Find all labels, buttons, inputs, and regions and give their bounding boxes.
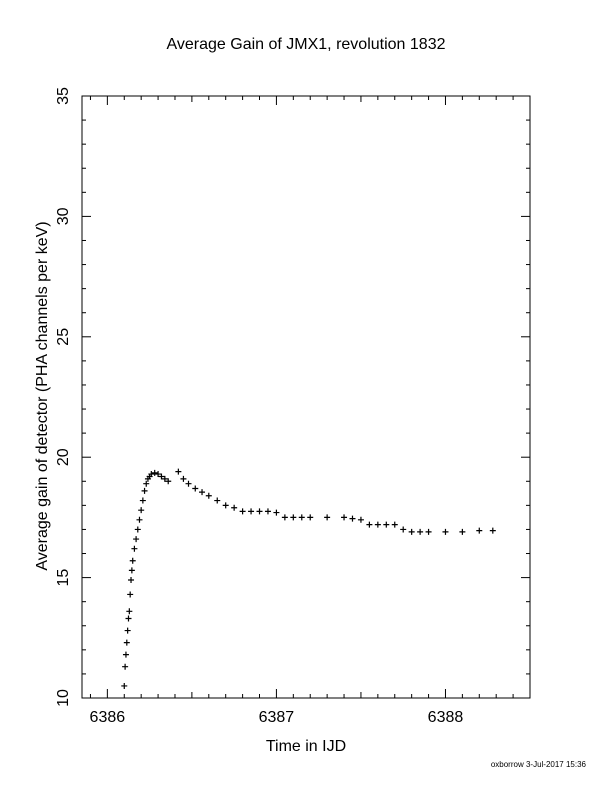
y-axis-label: Average gain of detector (PHA channels p… (34, 221, 51, 571)
data-point (127, 591, 134, 598)
data-point (307, 514, 314, 521)
data-point (442, 528, 449, 535)
footer-stamp: oxborrow 3-Jul-2017 15:36 (490, 760, 586, 769)
data-point (400, 526, 407, 533)
data-point (383, 521, 390, 528)
y-tick-label: 25 (55, 328, 72, 346)
data-point (205, 492, 212, 499)
data-point (138, 507, 145, 514)
data-point (121, 682, 128, 689)
data-point (136, 516, 143, 523)
data-point (248, 508, 255, 515)
chart-title: Average Gain of JMX1, revolution 1832 (166, 36, 446, 53)
y-tick-label: 35 (55, 87, 72, 105)
y-tick-label: 30 (55, 207, 72, 225)
data-point (192, 485, 199, 492)
data-point (214, 497, 221, 504)
x-tick-label: 6386 (90, 709, 126, 726)
data-point (165, 478, 172, 485)
data-point (408, 528, 415, 535)
data-point (126, 608, 133, 615)
y-tick-label: 20 (55, 448, 72, 466)
data-point (222, 502, 229, 509)
data-point (133, 536, 140, 543)
data-point (148, 471, 155, 478)
data-point (180, 475, 187, 482)
data-point (139, 497, 146, 504)
data-point (141, 487, 148, 494)
data-point (199, 489, 206, 496)
data-point (264, 508, 271, 515)
data-point (122, 663, 129, 670)
data-point (417, 528, 424, 535)
data-point (131, 545, 138, 552)
data-point (175, 468, 182, 475)
x-axis-label: Time in IJD (265, 738, 347, 755)
data-point (128, 567, 135, 574)
y-tick-label: 15 (55, 569, 72, 587)
y-tick-label: 10 (55, 689, 72, 707)
plot-frame (81, 95, 531, 699)
data-point (124, 627, 131, 634)
data-point (128, 577, 135, 584)
data-point (341, 514, 348, 521)
data-point (143, 480, 150, 487)
data-point (366, 521, 373, 528)
data-point (158, 473, 165, 480)
data-point (290, 514, 297, 521)
data-point (489, 527, 496, 534)
data-point (151, 469, 158, 476)
data-point (357, 516, 364, 523)
data-point (425, 528, 432, 535)
data-point (129, 557, 136, 564)
data-point (324, 514, 331, 521)
data-point (155, 471, 162, 478)
data-point (161, 475, 168, 482)
x-tick-label: 6388 (428, 709, 464, 726)
data-point (391, 521, 398, 528)
data-point (134, 526, 141, 533)
data-point (273, 509, 280, 516)
data-point (256, 508, 263, 515)
data-point (374, 521, 381, 528)
data-point (122, 651, 129, 658)
data-point (349, 515, 356, 522)
axis-ticks (82, 95, 531, 699)
x-tick-label: 6387 (259, 709, 295, 726)
data-point (185, 480, 192, 487)
data-point (239, 508, 246, 515)
data-point (125, 615, 132, 622)
data-series (121, 468, 496, 689)
data-point (459, 528, 466, 535)
axis-tick-labels: 10 15 20 25 30 35 6386 6387 6388 (55, 87, 463, 726)
data-point (298, 514, 305, 521)
data-point (123, 639, 130, 646)
data-point (476, 527, 483, 534)
data-point (231, 504, 238, 511)
data-point (281, 514, 288, 521)
